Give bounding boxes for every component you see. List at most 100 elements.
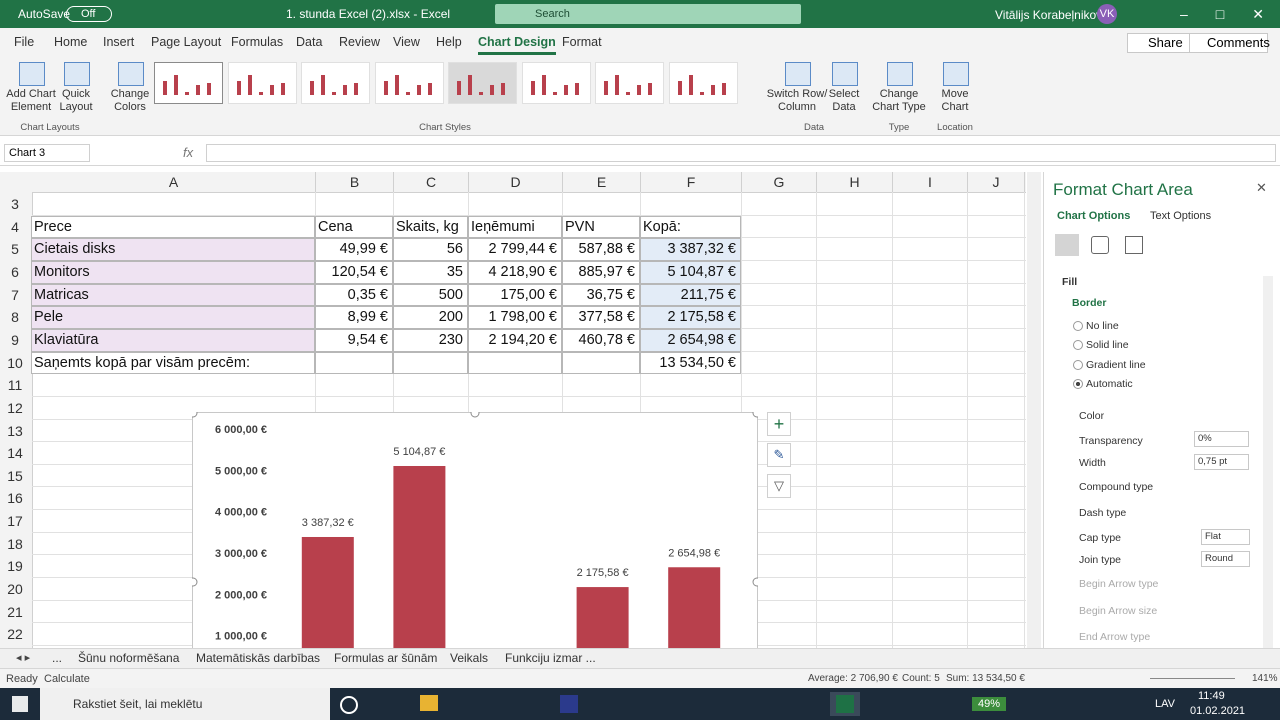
radio[interactable] (1073, 340, 1083, 351)
cortana[interactable] (340, 696, 358, 714)
size-icon[interactable] (1125, 236, 1143, 254)
cell[interactable] (468, 283, 562, 307)
row-header[interactable]: 9 (11, 331, 19, 348)
cell[interactable] (31, 215, 315, 239)
panel-close[interactable]: ✕ (1256, 180, 1267, 195)
ribbon-tab[interactable]: Help (436, 35, 462, 49)
app-icon[interactable] (560, 695, 578, 713)
row-header[interactable]: 19 (7, 558, 23, 575)
chart-style-thumbnail[interactable] (521, 62, 591, 104)
ribbon-tab[interactable]: Chart Design (478, 35, 556, 55)
cell[interactable] (393, 306, 468, 329)
row-header[interactable]: 3 (11, 196, 19, 212)
chart-elements-button[interactable]: + (767, 412, 791, 436)
ribbon-tab[interactable]: Formulas (231, 35, 284, 49)
cell[interactable] (562, 238, 640, 261)
row-header[interactable]: 18 (7, 535, 23, 552)
cell[interactable] (468, 351, 562, 375)
row-header[interactable]: 21 (7, 603, 23, 620)
sheet-tab[interactable]: Funkciju izmar ... (505, 651, 596, 665)
ribbon-tab[interactable]: Review (339, 35, 380, 49)
cell[interactable] (640, 306, 741, 329)
cell[interactable] (562, 283, 640, 307)
taskbar-apps[interactable] (340, 692, 970, 716)
row-header[interactable]: 22 (7, 626, 23, 643)
window-controls[interactable]: –□✕ (1180, 6, 1264, 22)
cell[interactable] (31, 351, 315, 375)
cell[interactable] (562, 351, 640, 375)
ribbon-tab[interactable]: Format (562, 35, 602, 49)
row-header[interactable]: 4 (11, 218, 19, 235)
explorer-icon[interactable] (420, 695, 438, 711)
ribbon-button-icon[interactable] (887, 62, 913, 86)
column-header[interactable]: J (968, 172, 1025, 192)
cell[interactable] (640, 260, 741, 284)
cell[interactable] (468, 328, 562, 352)
row-header[interactable]: 7 (11, 286, 19, 303)
sheet-tab[interactable]: Šūnu noformēšana (78, 651, 180, 665)
ribbon-tab[interactable]: Data (296, 35, 323, 49)
cell[interactable] (31, 260, 315, 284)
ribbon-button-icon[interactable] (943, 62, 969, 86)
property-input[interactable]: 0,75 pt (1194, 454, 1249, 470)
status-zoom[interactable]: 141% (1252, 673, 1278, 684)
row-header[interactable]: 6 (11, 263, 19, 280)
status-calculate[interactable]: Calculate (44, 673, 90, 685)
cell[interactable] (393, 260, 468, 284)
cell[interactable] (468, 260, 562, 284)
column-header[interactable]: I (893, 172, 968, 192)
cell[interactable] (393, 215, 468, 239)
chart-styles-button[interactable]: ✎ (767, 443, 791, 467)
property-input[interactable]: 0% (1194, 431, 1249, 447)
panel-tab[interactable]: Chart Options (1057, 210, 1131, 222)
cell[interactable] (468, 238, 562, 261)
row-header[interactable]: 13 (7, 422, 23, 439)
column-header[interactable]: B (316, 172, 394, 192)
cell[interactable] (315, 351, 393, 375)
chart-style-thumbnail[interactable] (374, 62, 444, 104)
zoom-slider[interactable] (1150, 678, 1235, 679)
name-box[interactable]: Chart 3 (4, 144, 90, 162)
fill-line-icon[interactable] (1055, 234, 1079, 256)
column-header[interactable]: F (641, 172, 742, 192)
ribbon-tab[interactable]: View (393, 35, 420, 49)
radio[interactable] (1073, 321, 1083, 331)
cell[interactable] (468, 215, 562, 239)
autosave-toggle[interactable]: Off (66, 6, 112, 22)
tab-nav[interactable]: ◂ ▸ (16, 652, 31, 664)
row-header[interactable]: 16 (7, 490, 23, 507)
ribbon-button-icon[interactable] (19, 62, 45, 86)
ribbon-tab[interactable]: File (14, 35, 35, 49)
cell[interactable] (315, 260, 393, 284)
sheet-tab[interactable]: Veikals (450, 651, 489, 665)
cell[interactable] (640, 215, 741, 239)
taskbar-search[interactable] (40, 688, 330, 720)
ribbon-button-icon[interactable] (785, 62, 811, 86)
cell[interactable] (393, 283, 468, 307)
panel-scrollbar[interactable] (1263, 276, 1273, 652)
radio[interactable] (1073, 359, 1083, 370)
search-box[interactable] (495, 4, 801, 24)
column-header[interactable]: H (817, 172, 893, 192)
cell[interactable] (315, 283, 393, 307)
vertical-scrollbar[interactable] (1027, 172, 1041, 648)
cell[interactable] (315, 238, 393, 261)
clock-date[interactable]: 01.02.2021 (1190, 705, 1246, 717)
row-header[interactable]: 12 (7, 399, 23, 416)
cell[interactable] (31, 306, 315, 329)
property-input[interactable]: Round (1201, 551, 1250, 567)
row-header[interactable]: 17 (7, 513, 23, 530)
sheet-tab[interactable]: ... (52, 651, 63, 665)
section[interactable]: Fill (1062, 276, 1078, 288)
radio[interactable] (1073, 378, 1083, 389)
ribbon-button-icon[interactable] (832, 62, 858, 86)
cell[interactable] (562, 215, 640, 239)
sheet-tab[interactable]: Matemātiskās darbības (196, 651, 321, 665)
row-header[interactable]: 15 (7, 467, 23, 484)
cell[interactable] (393, 328, 468, 352)
cell[interactable] (562, 260, 640, 284)
ribbon-button-icon[interactable] (64, 62, 90, 86)
row-header[interactable]: 10 (7, 354, 23, 371)
cell[interactable] (393, 238, 468, 261)
sheet-tab[interactable]: Formulas ar šūnām (334, 651, 438, 665)
